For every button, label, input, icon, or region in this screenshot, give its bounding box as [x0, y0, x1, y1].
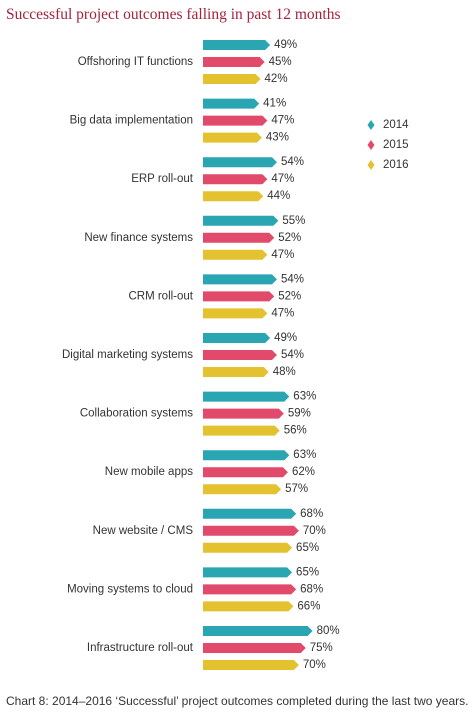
- value-label: 49%: [274, 39, 297, 51]
- value-label: 56%: [284, 425, 307, 437]
- category-label: New website / CMS: [93, 525, 194, 537]
- bar: [203, 115, 268, 126]
- bar: [203, 232, 275, 243]
- value-label: 63%: [293, 391, 316, 403]
- value-label: 52%: [278, 290, 301, 302]
- category-label: Collaboration systems: [80, 408, 193, 420]
- value-label: 65%: [296, 542, 319, 554]
- legend-marker: [367, 160, 375, 170]
- bar: [203, 308, 268, 319]
- value-label: 47%: [271, 307, 294, 319]
- value-label: 62%: [292, 466, 315, 478]
- category-label: New mobile apps: [105, 466, 193, 478]
- legend-marker: [367, 140, 375, 150]
- bar: [203, 660, 299, 670]
- legend-label: 2016: [383, 159, 409, 171]
- bar: [203, 467, 288, 478]
- value-label: 47%: [271, 173, 294, 185]
- bar: [203, 157, 277, 168]
- bar: [203, 98, 260, 109]
- value-label: 48%: [273, 366, 296, 378]
- bar: [203, 74, 261, 84]
- value-label: 47%: [271, 115, 294, 127]
- legend-label: 2014: [383, 119, 409, 131]
- category-label: Offshoring IT functions: [78, 56, 194, 68]
- bar: [203, 542, 293, 553]
- chart-title: Successful project outcomes falling in p…: [6, 6, 340, 23]
- bar: [203, 567, 293, 578]
- bar: [203, 408, 284, 419]
- value-label: 57%: [285, 483, 308, 495]
- category-label: New finance systems: [84, 232, 193, 244]
- category-label: Infrastructure roll-out: [87, 642, 194, 654]
- value-label: 41%: [263, 98, 286, 110]
- value-label: 54%: [281, 273, 304, 285]
- category-label: Digital marketing systems: [62, 349, 193, 361]
- bar: [203, 450, 290, 461]
- bar: [203, 274, 277, 285]
- value-label: 70%: [303, 659, 326, 671]
- bar: [203, 57, 265, 67]
- category-label: Moving systems to cloud: [67, 583, 193, 595]
- chart-caption: Chart 8: 2014–2016 ‘Successful’ project …: [6, 694, 468, 708]
- value-label: 70%: [303, 525, 326, 537]
- value-label: 80%: [317, 625, 340, 637]
- value-label: 42%: [265, 73, 288, 85]
- bar: [203, 643, 306, 653]
- value-label: 54%: [281, 349, 304, 361]
- bar: [203, 391, 290, 402]
- bar: [203, 174, 268, 185]
- bar: [203, 40, 271, 50]
- bar: [203, 484, 282, 495]
- value-label: 68%: [300, 583, 323, 595]
- bar: [203, 291, 275, 302]
- value-label: 55%: [282, 215, 305, 227]
- value-label: 59%: [288, 408, 311, 420]
- legend-label: 2015: [383, 139, 409, 151]
- bar: [203, 584, 297, 595]
- bar: [203, 132, 262, 143]
- bar: [203, 508, 297, 519]
- category-label: Big data implementation: [70, 115, 193, 127]
- category-label: ERP roll-out: [131, 173, 194, 185]
- value-label: 47%: [271, 249, 294, 261]
- bar: [203, 191, 264, 202]
- bar: [203, 350, 277, 360]
- value-label: 52%: [278, 232, 301, 244]
- value-label: 44%: [267, 190, 290, 202]
- legend-marker: [367, 120, 375, 130]
- value-label: 66%: [297, 600, 320, 612]
- bar: [203, 333, 271, 343]
- bar: [203, 525, 299, 536]
- bar: [203, 601, 294, 612]
- value-label: 54%: [281, 156, 304, 168]
- value-label: 65%: [296, 566, 319, 578]
- bar: [203, 249, 268, 260]
- value-label: 43%: [266, 132, 289, 144]
- value-label: 45%: [269, 56, 292, 68]
- bar: [203, 215, 279, 226]
- value-label: 68%: [300, 508, 323, 520]
- value-label: 75%: [310, 642, 333, 654]
- bar: [203, 425, 280, 436]
- bar: [203, 626, 313, 636]
- bar: [203, 367, 269, 377]
- value-label: 49%: [274, 332, 297, 344]
- category-label: CRM roll-out: [128, 290, 193, 302]
- value-label: 63%: [293, 449, 316, 461]
